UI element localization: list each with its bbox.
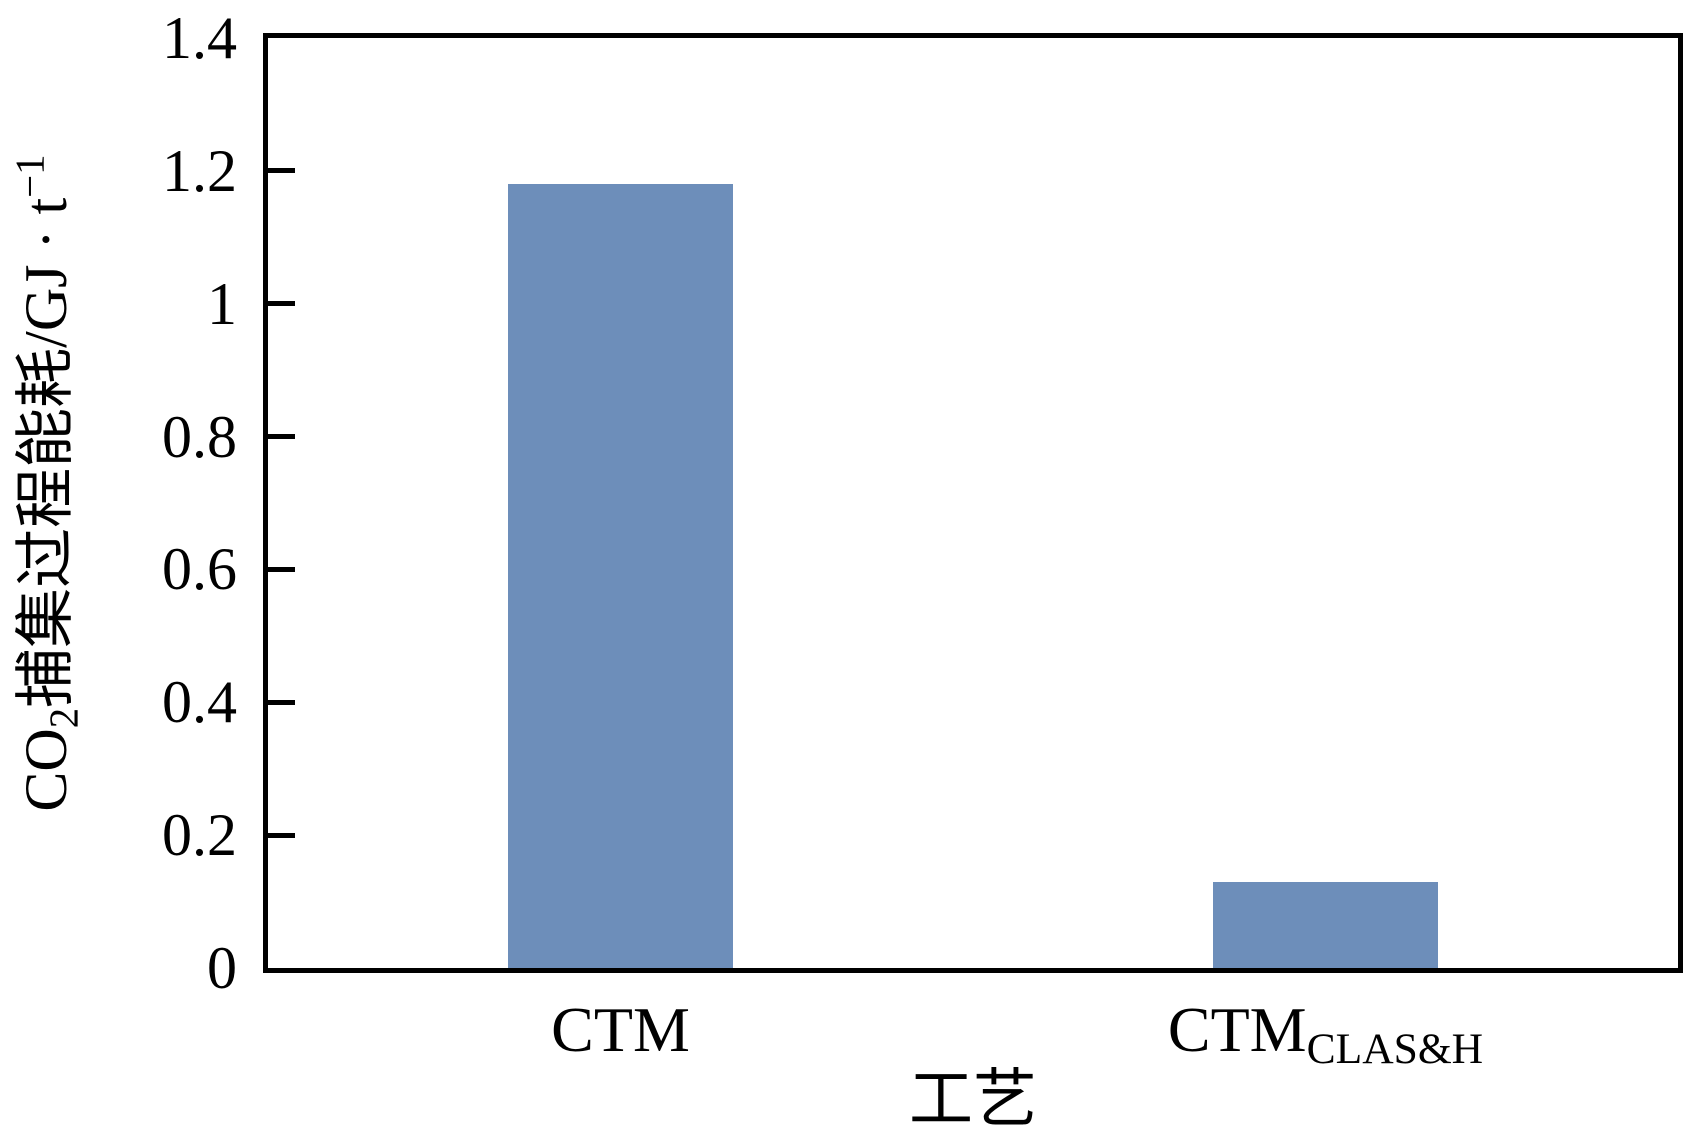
y-axis-tick-mark (268, 566, 295, 572)
y-axis-tick-label: 1.4 (162, 5, 237, 71)
y-axis-tick-label: 1.2 (162, 137, 237, 204)
y-axis-tick-mark (268, 434, 295, 440)
y-axis-tick-label: 0.4 (162, 669, 237, 736)
y-axis-tick-label: 0 (207, 935, 237, 1001)
y-axis-tick-mark (268, 832, 295, 838)
bar-ctm (508, 184, 733, 968)
x-axis-tick-label: CTM (551, 998, 690, 1062)
y-axis-title-part-normal: CO (13, 728, 80, 812)
x-tick-part-normal: CTM (1167, 994, 1307, 1065)
x-axis-tick-label: CTMCLAS&H (1168, 998, 1483, 1072)
y-axis-tick-mark (268, 168, 295, 174)
y-axis-tick-mark (268, 699, 295, 705)
plot-area (263, 33, 1683, 973)
y-axis-tick-label: 0.6 (162, 536, 237, 603)
y-axis-tick-label: 0.8 (162, 403, 237, 470)
y-axis-tick-label: 0.2 (162, 802, 237, 869)
bar-ctm-clas-h (1213, 881, 1438, 968)
x-axis-title: 工艺 (909, 1064, 1037, 1135)
y-axis-tick-label: 1 (207, 270, 237, 337)
y-axis-tick-mark (268, 301, 295, 307)
x-tick-part-sub: CLAS&H (1306, 1025, 1484, 1074)
x-tick-part-normal: CTM (551, 994, 690, 1065)
